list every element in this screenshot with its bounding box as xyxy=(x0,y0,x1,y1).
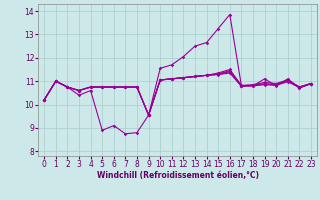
X-axis label: Windchill (Refroidissement éolien,°C): Windchill (Refroidissement éolien,°C) xyxy=(97,171,259,180)
